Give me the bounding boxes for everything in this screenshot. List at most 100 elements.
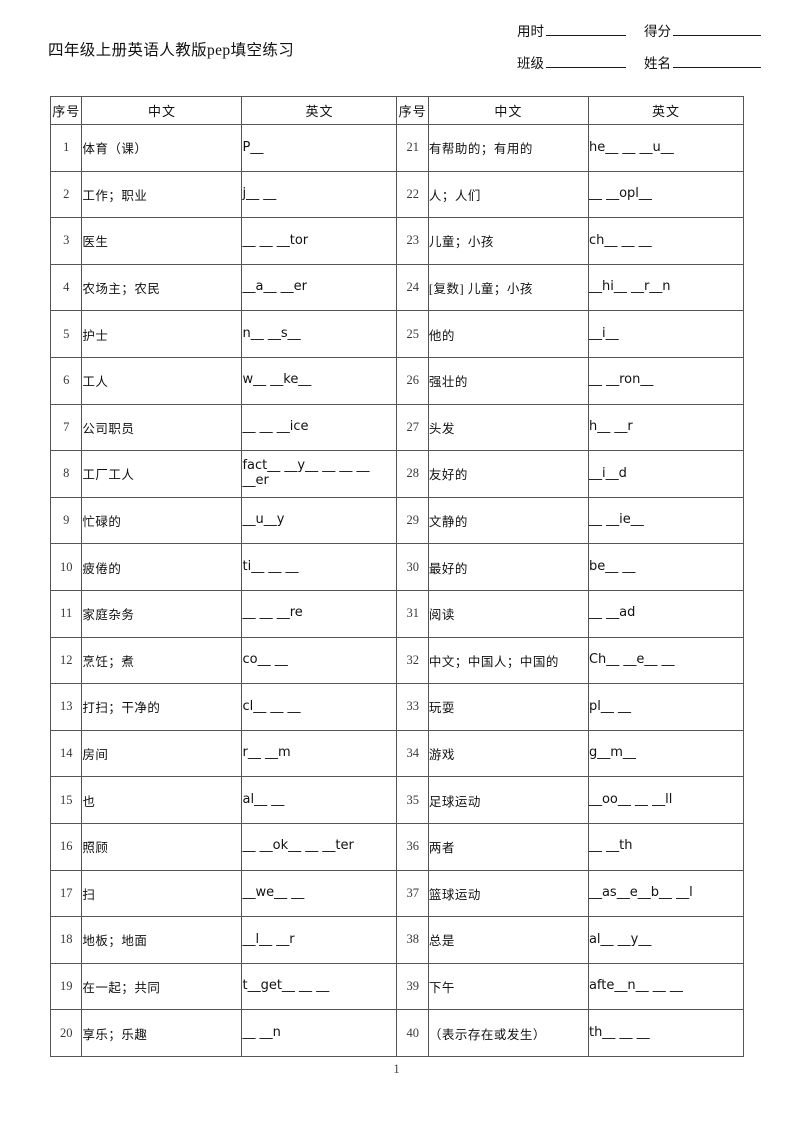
chinese-term: 工厂工人 [81, 450, 243, 498]
table-row: 17 扫 __we__ __ 37 篮球运动 __as__e__b__ __l [49, 869, 745, 918]
chinese-term: [复数] 儿童；小孩 [427, 263, 589, 312]
table-row: 18 地板；地面 __l__ __r 38 总是 al__ __y__ [49, 916, 745, 964]
english-blank[interactable]: P__ [241, 124, 398, 172]
chinese-term: 房间 [81, 729, 243, 778]
table-row: 20 享乐；乐趣 __ __n 40 （表示存在或发生） th__ __ __ [49, 1009, 745, 1057]
chinese-term: 下午 [427, 962, 589, 1011]
table-row: 11 家庭杂务 __ __ __re 31 阅读 __ __ad [49, 589, 745, 638]
english-blank[interactable]: th__ __ __ [587, 1009, 745, 1057]
english-blank[interactable]: __ __ __re [241, 589, 398, 638]
field-score-blank[interactable] [673, 22, 761, 36]
english-blank[interactable]: __a__ __er [241, 263, 398, 312]
row-index: 4 [49, 263, 83, 312]
table-row: 14 房间 r__ __m 34 游戏 g__m__ [49, 729, 745, 778]
english-blank[interactable]: __we__ __ [241, 869, 398, 918]
english-blank[interactable]: al__ __y__ [587, 916, 745, 964]
english-blank[interactable]: al__ __ [241, 776, 398, 824]
field-class-label: 班级 [517, 56, 544, 71]
chinese-term: 享乐；乐趣 [81, 1009, 243, 1057]
row-index: 21 [396, 124, 429, 172]
field-name-blank[interactable] [673, 54, 761, 68]
meta-row-time-score: 用时 得分 [461, 20, 761, 52]
chinese-term: 强壮的 [427, 356, 589, 405]
english-blank[interactable]: j__ __ [241, 170, 398, 219]
field-name: 姓名 [644, 52, 761, 72]
chinese-term: 人；人们 [427, 170, 589, 219]
field-time-blank[interactable] [546, 22, 626, 36]
row-index: 2 [49, 170, 83, 219]
english-blank[interactable]: t__get__ __ __ [241, 962, 398, 1011]
field-class-blank[interactable] [546, 54, 626, 68]
row-index: 18 [49, 916, 83, 964]
chinese-term: 医生 [81, 217, 243, 265]
table-row: 10 疲倦的 ti__ __ __ 30 最好的 be__ __ [49, 543, 745, 591]
english-blank[interactable]: afte__n__ __ __ [587, 962, 745, 1011]
chinese-term: 总是 [427, 916, 589, 964]
table-row: 3 医生 __ __ __tor 23 儿童；小孩 ch__ __ __ [49, 217, 745, 265]
english-blank[interactable]: __hi__ __r__n [587, 263, 745, 312]
table-row: 15 也 al__ __ 35 足球运动 __oo__ __ __ll [49, 776, 745, 824]
english-blank[interactable]: cl__ __ __ [241, 683, 398, 731]
row-index: 20 [49, 1009, 83, 1057]
row-index: 30 [396, 543, 429, 591]
chinese-term: 照顾 [81, 822, 243, 871]
table-row: 2 工作；职业 j__ __ 22 人；人们 __ __opl__ [49, 170, 745, 219]
english-blank[interactable]: __i__d [587, 450, 745, 498]
english-blank[interactable]: __ __opl__ [587, 170, 745, 219]
english-blank[interactable]: n__ __s__ [241, 310, 398, 358]
english-blank[interactable]: __ __n [241, 1009, 398, 1057]
header-index-right: 序号 [396, 96, 429, 125]
english-blank[interactable]: __ __ron__ [587, 356, 745, 405]
english-blank[interactable]: r__ __m [241, 729, 398, 778]
row-index: 12 [49, 636, 83, 685]
english-blank[interactable]: g__m__ [587, 729, 745, 778]
english-blank[interactable]: __ __ __ice [241, 403, 398, 452]
english-blank[interactable]: ti__ __ __ [241, 543, 398, 591]
row-index: 27 [396, 403, 429, 452]
row-index: 26 [396, 356, 429, 405]
header-chinese-right: 中文 [427, 96, 589, 125]
english-blank[interactable]: __ __ __tor [241, 217, 398, 265]
english-blank[interactable]: h__ __r [587, 403, 745, 452]
english-blank[interactable]: w__ __ke__ [241, 356, 398, 405]
chinese-term: 他的 [427, 310, 589, 358]
chinese-term: 有帮助的；有用的 [427, 124, 589, 172]
english-blank[interactable]: __i__ [587, 310, 745, 358]
english-blank[interactable]: he__ __ __u__ [587, 124, 745, 172]
chinese-term: （表示存在或发生） [427, 1009, 589, 1057]
chinese-term: 疲倦的 [81, 543, 243, 591]
english-blank[interactable]: __l__ __r [241, 916, 398, 964]
chinese-term: 护士 [81, 310, 243, 358]
chinese-term: 在一起；共同 [81, 962, 243, 1011]
english-blank[interactable]: __ __th [587, 822, 745, 871]
english-blank[interactable]: __ __ok__ __ __ter [241, 822, 398, 871]
chinese-term: 两者 [427, 822, 589, 871]
row-index: 38 [396, 916, 429, 964]
field-score: 得分 [644, 20, 761, 40]
row-index: 35 [396, 776, 429, 824]
row-index: 28 [396, 450, 429, 498]
chinese-term: 游戏 [427, 729, 589, 778]
english-blank[interactable]: __ __ie__ [587, 496, 745, 545]
english-blank[interactable]: __as__e__b__ __l [587, 869, 745, 918]
table-row: 8 工厂工人 fact__ __y__ __ __ __ __er 28 友好的 __i_… [49, 450, 745, 498]
english-blank[interactable]: __ __ad [587, 589, 745, 638]
chinese-term: 工作；职业 [81, 170, 243, 219]
table-row: 19 在一起；共同 t__get__ __ __ 39 下午 afte__n__ __ _… [49, 962, 745, 1011]
english-blank[interactable]: __oo__ __ __ll [587, 776, 745, 824]
english-blank[interactable]: __u__y [241, 496, 398, 545]
meta-row-class-name: 班级 姓名 [461, 52, 761, 84]
chinese-term: 烹饪；煮 [81, 636, 243, 685]
table-row: 9 忙碌的 __u__y 29 文静的 __ __ie__ [49, 496, 745, 545]
english-blank[interactable]: pl__ __ [587, 683, 745, 731]
english-blank[interactable]: Ch__ __e__ __ [587, 636, 745, 685]
english-blank[interactable]: ch__ __ __ [587, 217, 745, 265]
chinese-term: 最好的 [427, 543, 589, 591]
chinese-term: 文静的 [427, 496, 589, 545]
chinese-term: 忙碌的 [81, 496, 243, 545]
chinese-term: 打扫；干净的 [81, 683, 243, 731]
header-english-right: 英文 [587, 96, 745, 125]
english-blank[interactable]: co__ __ [241, 636, 398, 685]
english-blank[interactable]: fact__ __y__ __ __ __ __er [241, 450, 398, 498]
english-blank[interactable]: be__ __ [587, 543, 745, 591]
